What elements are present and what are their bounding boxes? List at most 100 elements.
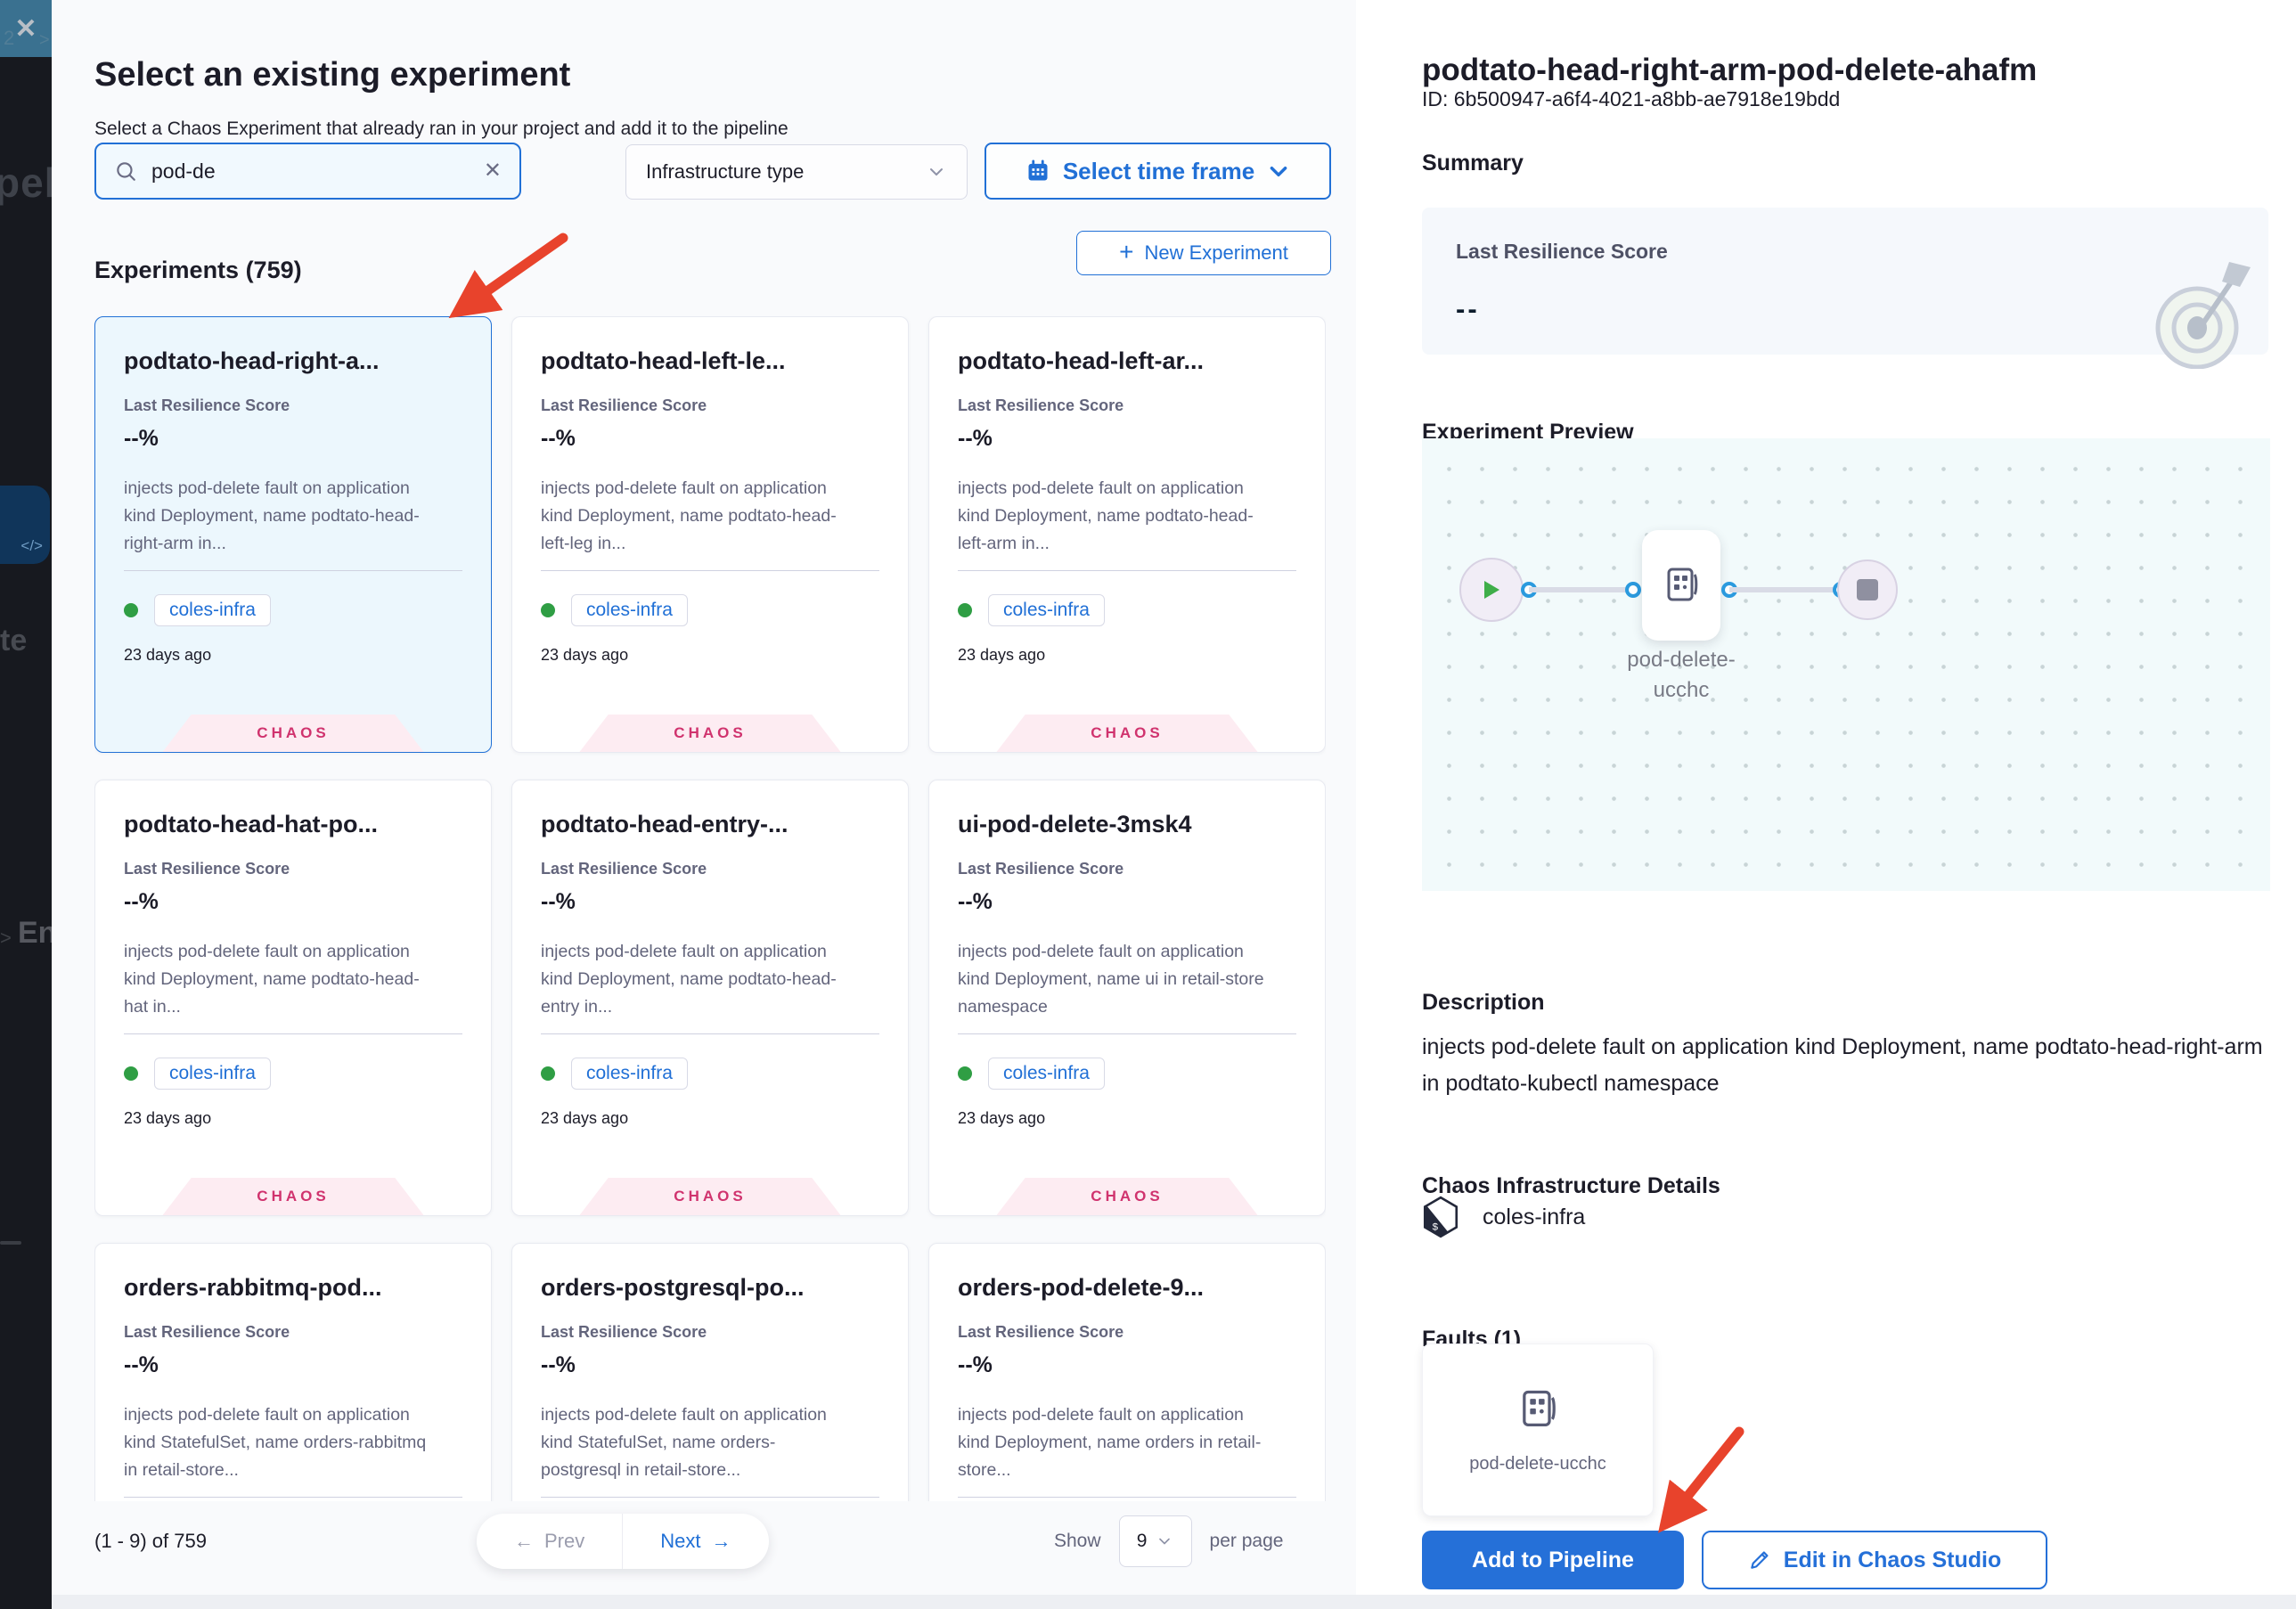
card-updated: 23 days ago <box>541 646 629 664</box>
infrastructure-heading: Chaos Infrastructure Details <box>1422 1172 1720 1198</box>
page-size-row: Show 9 per page <box>1054 1515 1283 1567</box>
infra-tag[interactable]: coles-infra <box>571 594 688 626</box>
stop-icon <box>1857 579 1878 600</box>
time-frame-label: Select time frame <box>1062 157 1255 184</box>
per-page-label: per page <box>1209 1531 1284 1551</box>
infra-tag[interactable]: coles-infra <box>988 594 1105 626</box>
experiment-card-title: podtato-head-left-le... <box>541 347 786 374</box>
card-score-value: --% <box>124 426 159 451</box>
backdrop-chevron-text: > <box>0 927 12 949</box>
infra-tag[interactable]: coles-infra <box>154 1058 271 1090</box>
card-description: injects pod-delete fault on application … <box>124 475 462 571</box>
arrow-left-icon: ← <box>514 1530 534 1552</box>
fault-node-label: pod-delete-ucchc <box>1627 648 1736 702</box>
pencil-icon <box>1751 1551 1769 1569</box>
resilience-score-card: Last Resilience Score -- <box>1422 208 2268 369</box>
edit-button-label: Edit in Chaos Studio <box>1783 1547 2002 1572</box>
backdrop-pipeline-text: peli <box>0 159 52 206</box>
fault-name: pod-delete-ucchc <box>1469 1453 1606 1474</box>
fault-card[interactable]: pod-delete-ucchc <box>1422 1344 1654 1516</box>
play-icon <box>1484 581 1499 599</box>
prev-page-button[interactable]: ← Prev <box>477 1514 622 1569</box>
page-size-select[interactable]: 9 <box>1118 1515 1192 1567</box>
experiment-card[interactable]: orders-pod-delete-9... Last Resilience S… <box>928 1243 1326 1501</box>
card-score-value: --% <box>541 426 576 451</box>
infra-tag[interactable]: coles-infra <box>988 1058 1105 1090</box>
start-node[interactable] <box>1459 558 1524 622</box>
show-label: Show <box>1054 1531 1101 1551</box>
calendar-icon <box>1028 159 1048 181</box>
backdrop-en-text: En <box>18 916 52 950</box>
backdrop-page-strip: 2 > peli </> te > En <box>0 0 52 1609</box>
fault-node[interactable] <box>1642 530 1720 641</box>
card-score-value: --% <box>958 889 993 914</box>
card-score-label: Last Resilience Score <box>958 860 1124 878</box>
next-page-button[interactable]: Next → <box>622 1514 768 1569</box>
edit-in-chaos-studio-button[interactable]: Edit in Chaos Studio <box>1702 1531 2047 1589</box>
experiment-card[interactable]: podtato-head-hat-po... Last Resilience S… <box>94 780 492 1216</box>
card-description: injects pod-delete fault on application … <box>958 1401 1296 1498</box>
close-dialog-button[interactable]: ✕ <box>0 0 52 57</box>
description-heading: Description <box>1422 989 1545 1015</box>
search-icon <box>117 162 135 181</box>
card-description: injects pod-delete fault on application … <box>541 475 879 571</box>
experiment-picker-panel: Select an existing experiment Select a C… <box>52 0 1356 1609</box>
chaos-badge: CHAOS <box>162 1178 424 1215</box>
card-score-label: Last Resilience Score <box>541 1323 707 1341</box>
experiment-card-title: podtato-head-entry-... <box>541 811 788 837</box>
card-infra-row: coles-infra <box>958 1058 1296 1090</box>
experiment-card-list: podtato-head-right-a... Last Resilience … <box>94 316 1326 1501</box>
score-value: -- <box>1456 293 1480 324</box>
pagination-range: (1 - 9) of 759 <box>94 1530 207 1552</box>
card-infra-row: coles-infra <box>541 1058 879 1090</box>
chevron-down-icon <box>1159 1538 1171 1545</box>
status-dot <box>541 603 555 617</box>
card-description: injects pod-delete fault on application … <box>958 475 1296 571</box>
experiment-card[interactable]: podtato-head-right-a... Last Resilience … <box>94 316 492 753</box>
dialog-title: Select an existing experiment <box>94 56 571 94</box>
card-description: injects pod-delete fault on application … <box>541 938 879 1034</box>
backdrop-te-text: te <box>0 624 28 657</box>
infrastructure-type-select[interactable]: Infrastructure type <box>625 144 968 200</box>
card-description: injects pod-delete fault on application … <box>958 938 1296 1034</box>
svg-text:$: $ <box>1433 1222 1439 1233</box>
experiment-preview-canvas[interactable]: pod-delete-ucchc <box>1422 438 2270 891</box>
search-input[interactable] <box>150 158 471 184</box>
clear-search-icon[interactable]: ✕ <box>483 159 502 183</box>
experiment-description: injects pod-delete fault on application … <box>1422 1034 2263 1096</box>
experiment-card[interactable]: podtato-head-entry-... Last Resilience S… <box>511 780 909 1216</box>
experiment-card-title: podtato-head-right-a... <box>124 347 380 374</box>
infra-tag[interactable]: coles-infra <box>154 594 271 626</box>
experiment-card-title: orders-rabbitmq-pod... <box>124 1274 382 1301</box>
card-score-label: Last Resilience Score <box>958 1323 1124 1341</box>
next-label: Next <box>660 1530 701 1552</box>
status-dot <box>124 603 138 617</box>
card-description: injects pod-delete fault on application … <box>124 1401 462 1498</box>
card-score-label: Last Resilience Score <box>124 860 290 878</box>
experiment-card[interactable]: ui-pod-delete-3msk4 Last Resilience Scor… <box>928 780 1326 1216</box>
summary-heading: Summary <box>1422 150 1524 176</box>
card-infra-row: coles-infra <box>124 594 462 626</box>
experiment-search[interactable]: ✕ <box>94 143 521 200</box>
experiment-details-panel: podtato-head-right-arm-pod-delete-ahafm … <box>1356 0 2296 1609</box>
connector-line <box>1729 587 1841 592</box>
page-size-value: 9 <box>1136 1531 1148 1551</box>
experiment-card[interactable]: orders-rabbitmq-pod... Last Resilience S… <box>94 1243 492 1501</box>
new-experiment-button[interactable]: + New Experiment <box>1076 231 1331 275</box>
experiments-count-heading: Experiments (759) <box>94 257 302 284</box>
chaos-badge: CHAOS <box>579 715 841 752</box>
experiment-card[interactable]: orders-postgresql-po... Last Resilience … <box>511 1243 909 1501</box>
card-score-value: --% <box>124 889 159 914</box>
infra-tag[interactable]: coles-infra <box>571 1058 688 1090</box>
experiment-card[interactable]: podtato-head-left-ar... Last Resilience … <box>928 316 1326 753</box>
pager: ← Prev Next → <box>477 1514 769 1569</box>
experiment-card[interactable]: podtato-head-left-le... Last Resilience … <box>511 316 909 753</box>
card-updated: 23 days ago <box>541 1109 629 1127</box>
time-frame-button[interactable]: Select time frame <box>985 143 1331 200</box>
infrastructure-row: $ coles-infra <box>1422 1196 1585 1238</box>
card-score-label: Last Resilience Score <box>124 1323 290 1341</box>
end-node[interactable] <box>1837 559 1898 620</box>
add-to-pipeline-button[interactable]: Add to Pipeline <box>1422 1531 1684 1589</box>
experiment-card-title: orders-postgresql-po... <box>541 1274 805 1301</box>
